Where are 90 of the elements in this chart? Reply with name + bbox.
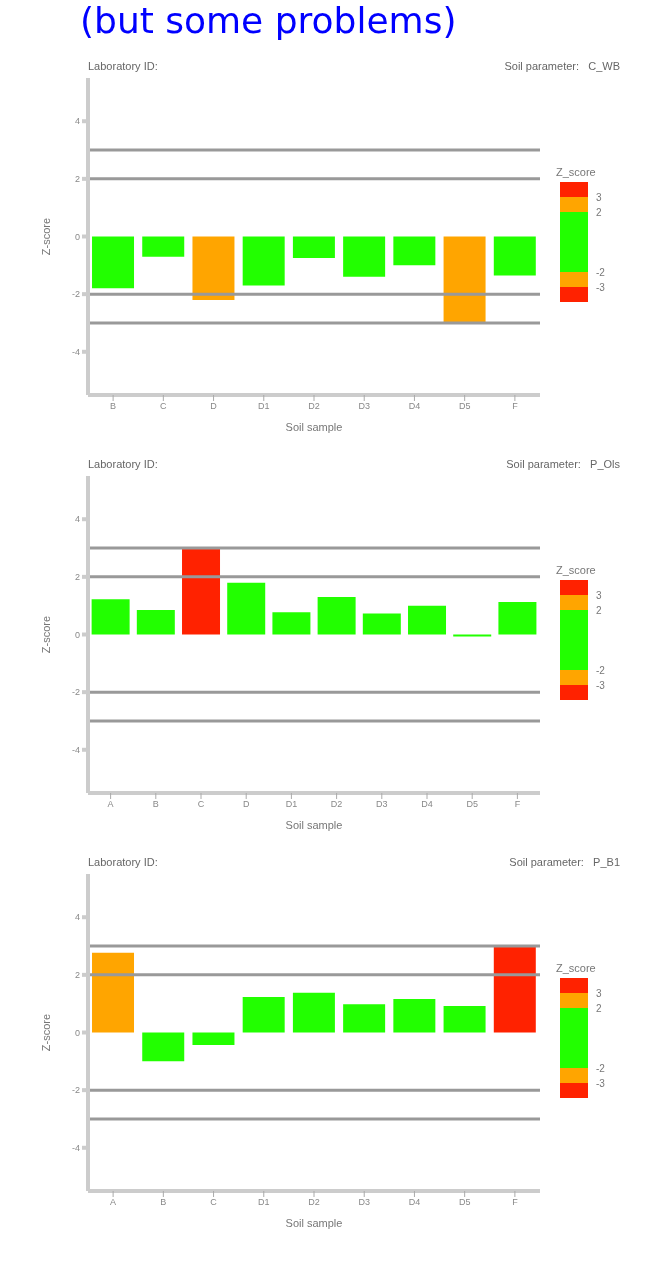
color-bar-title: Z_score xyxy=(556,166,597,178)
x-tick-label: C xyxy=(210,1197,218,1208)
x-tick-label: D1 xyxy=(258,401,270,412)
bar xyxy=(292,992,335,1033)
y-axis-title: Z-score xyxy=(39,217,52,256)
x-tick-label: D3 xyxy=(376,799,388,810)
color-bar-label: -3 xyxy=(596,680,606,691)
color-bar-label: -3 xyxy=(596,1078,606,1089)
x-tick-label: D xyxy=(242,799,250,810)
bar xyxy=(272,612,311,635)
color-bar-label: 3 xyxy=(596,988,602,999)
color-bar-label: -2 xyxy=(596,267,606,278)
bar xyxy=(362,613,401,635)
bar xyxy=(182,548,221,635)
x-tick-label: D4 xyxy=(408,1197,421,1208)
bar xyxy=(453,634,492,637)
color-bar-label: 2 xyxy=(596,1003,602,1014)
x-tick-label: A xyxy=(107,799,114,810)
bar xyxy=(142,1032,185,1062)
x-axis-title: Soil sample xyxy=(285,421,343,433)
bar xyxy=(493,946,536,1033)
x-tick-label: F xyxy=(512,1197,519,1208)
x-tick-label: B xyxy=(110,401,117,412)
y-tick-label: 0 xyxy=(74,231,80,242)
y-tick-label: -4 xyxy=(71,744,80,755)
y-tick-label: 4 xyxy=(74,514,80,525)
bar xyxy=(317,597,356,635)
y-tick-label: -2 xyxy=(71,687,80,698)
bar xyxy=(92,952,135,1033)
y-axis-title: Z-score xyxy=(39,1013,52,1052)
y-tick-label: -2 xyxy=(71,1085,80,1096)
x-tick-label: D xyxy=(210,401,218,412)
x-axis-title: Soil sample xyxy=(285,819,343,831)
x-tick-label: A xyxy=(110,1197,117,1208)
color-bar-label: 2 xyxy=(596,605,602,616)
x-tick-label: D2 xyxy=(330,799,343,810)
x-tick-label: D3 xyxy=(358,401,370,412)
y-tick-label: 2 xyxy=(74,174,80,185)
text: (but some problems) xyxy=(80,0,457,41)
x-axis-title: Soil sample xyxy=(285,1217,343,1229)
y-tick-label: 4 xyxy=(74,116,80,127)
y-tick-label: -4 xyxy=(71,346,80,357)
bar xyxy=(408,605,447,635)
x-tick-label: F xyxy=(512,401,519,412)
color-bar-label: 3 xyxy=(596,192,602,203)
color-bar-title: Z_score xyxy=(556,962,597,974)
bar xyxy=(443,1005,486,1033)
chart-title: Laboratory ID: xyxy=(88,458,158,470)
color-bar-label: 3 xyxy=(596,590,602,601)
x-tick-label: B xyxy=(152,799,159,810)
x-tick-label: F xyxy=(514,799,521,810)
x-tick-label: D4 xyxy=(421,799,433,810)
y-tick-label: 2 xyxy=(74,572,80,583)
x-tick-label: D5 xyxy=(458,401,471,412)
bar xyxy=(192,1032,235,1045)
bar xyxy=(498,601,537,635)
x-tick-label: D1 xyxy=(258,1197,270,1208)
x-tick-label: C xyxy=(160,401,168,412)
color-bar-title: Z_score xyxy=(556,564,597,576)
color-bar-label: 2 xyxy=(596,207,602,218)
y-tick-label: 2 xyxy=(74,970,80,981)
y-tick-label: -2 xyxy=(71,289,80,300)
text: Soil parameter: P_B1 xyxy=(509,856,620,868)
y-axis-title: Z-score xyxy=(39,615,52,654)
x-tick-label: D5 xyxy=(466,799,478,810)
y-tick-label: 0 xyxy=(74,1027,80,1038)
bar xyxy=(91,599,130,635)
x-tick-label: D5 xyxy=(458,1197,471,1208)
chart-title: Laboratory ID: xyxy=(88,60,158,72)
text: Soil parameter: C_WB xyxy=(504,60,620,72)
bar xyxy=(136,610,175,635)
x-tick-label: D2 xyxy=(308,401,320,412)
bar xyxy=(393,999,436,1033)
x-tick-label: D4 xyxy=(408,401,421,412)
y-tick-label: 4 xyxy=(74,912,80,923)
color-bar-label: -2 xyxy=(596,665,606,676)
x-tick-label: D3 xyxy=(358,1197,370,1208)
y-tick-label: -4 xyxy=(71,1142,80,1153)
y-tick-label: 0 xyxy=(74,629,80,640)
bar xyxy=(242,997,285,1033)
x-tick-label: D1 xyxy=(285,799,298,810)
text: Soil parameter: P_Ols xyxy=(506,458,620,470)
color-bar-label: -3 xyxy=(596,282,606,293)
x-tick-label: D2 xyxy=(308,1197,320,1208)
x-tick-label: B xyxy=(160,1197,167,1208)
x-tick-label: C xyxy=(197,799,205,810)
chart-title: Laboratory ID: xyxy=(88,856,158,868)
bar xyxy=(343,1004,386,1033)
color-bar-label: -2 xyxy=(596,1063,606,1074)
bar xyxy=(227,582,266,635)
